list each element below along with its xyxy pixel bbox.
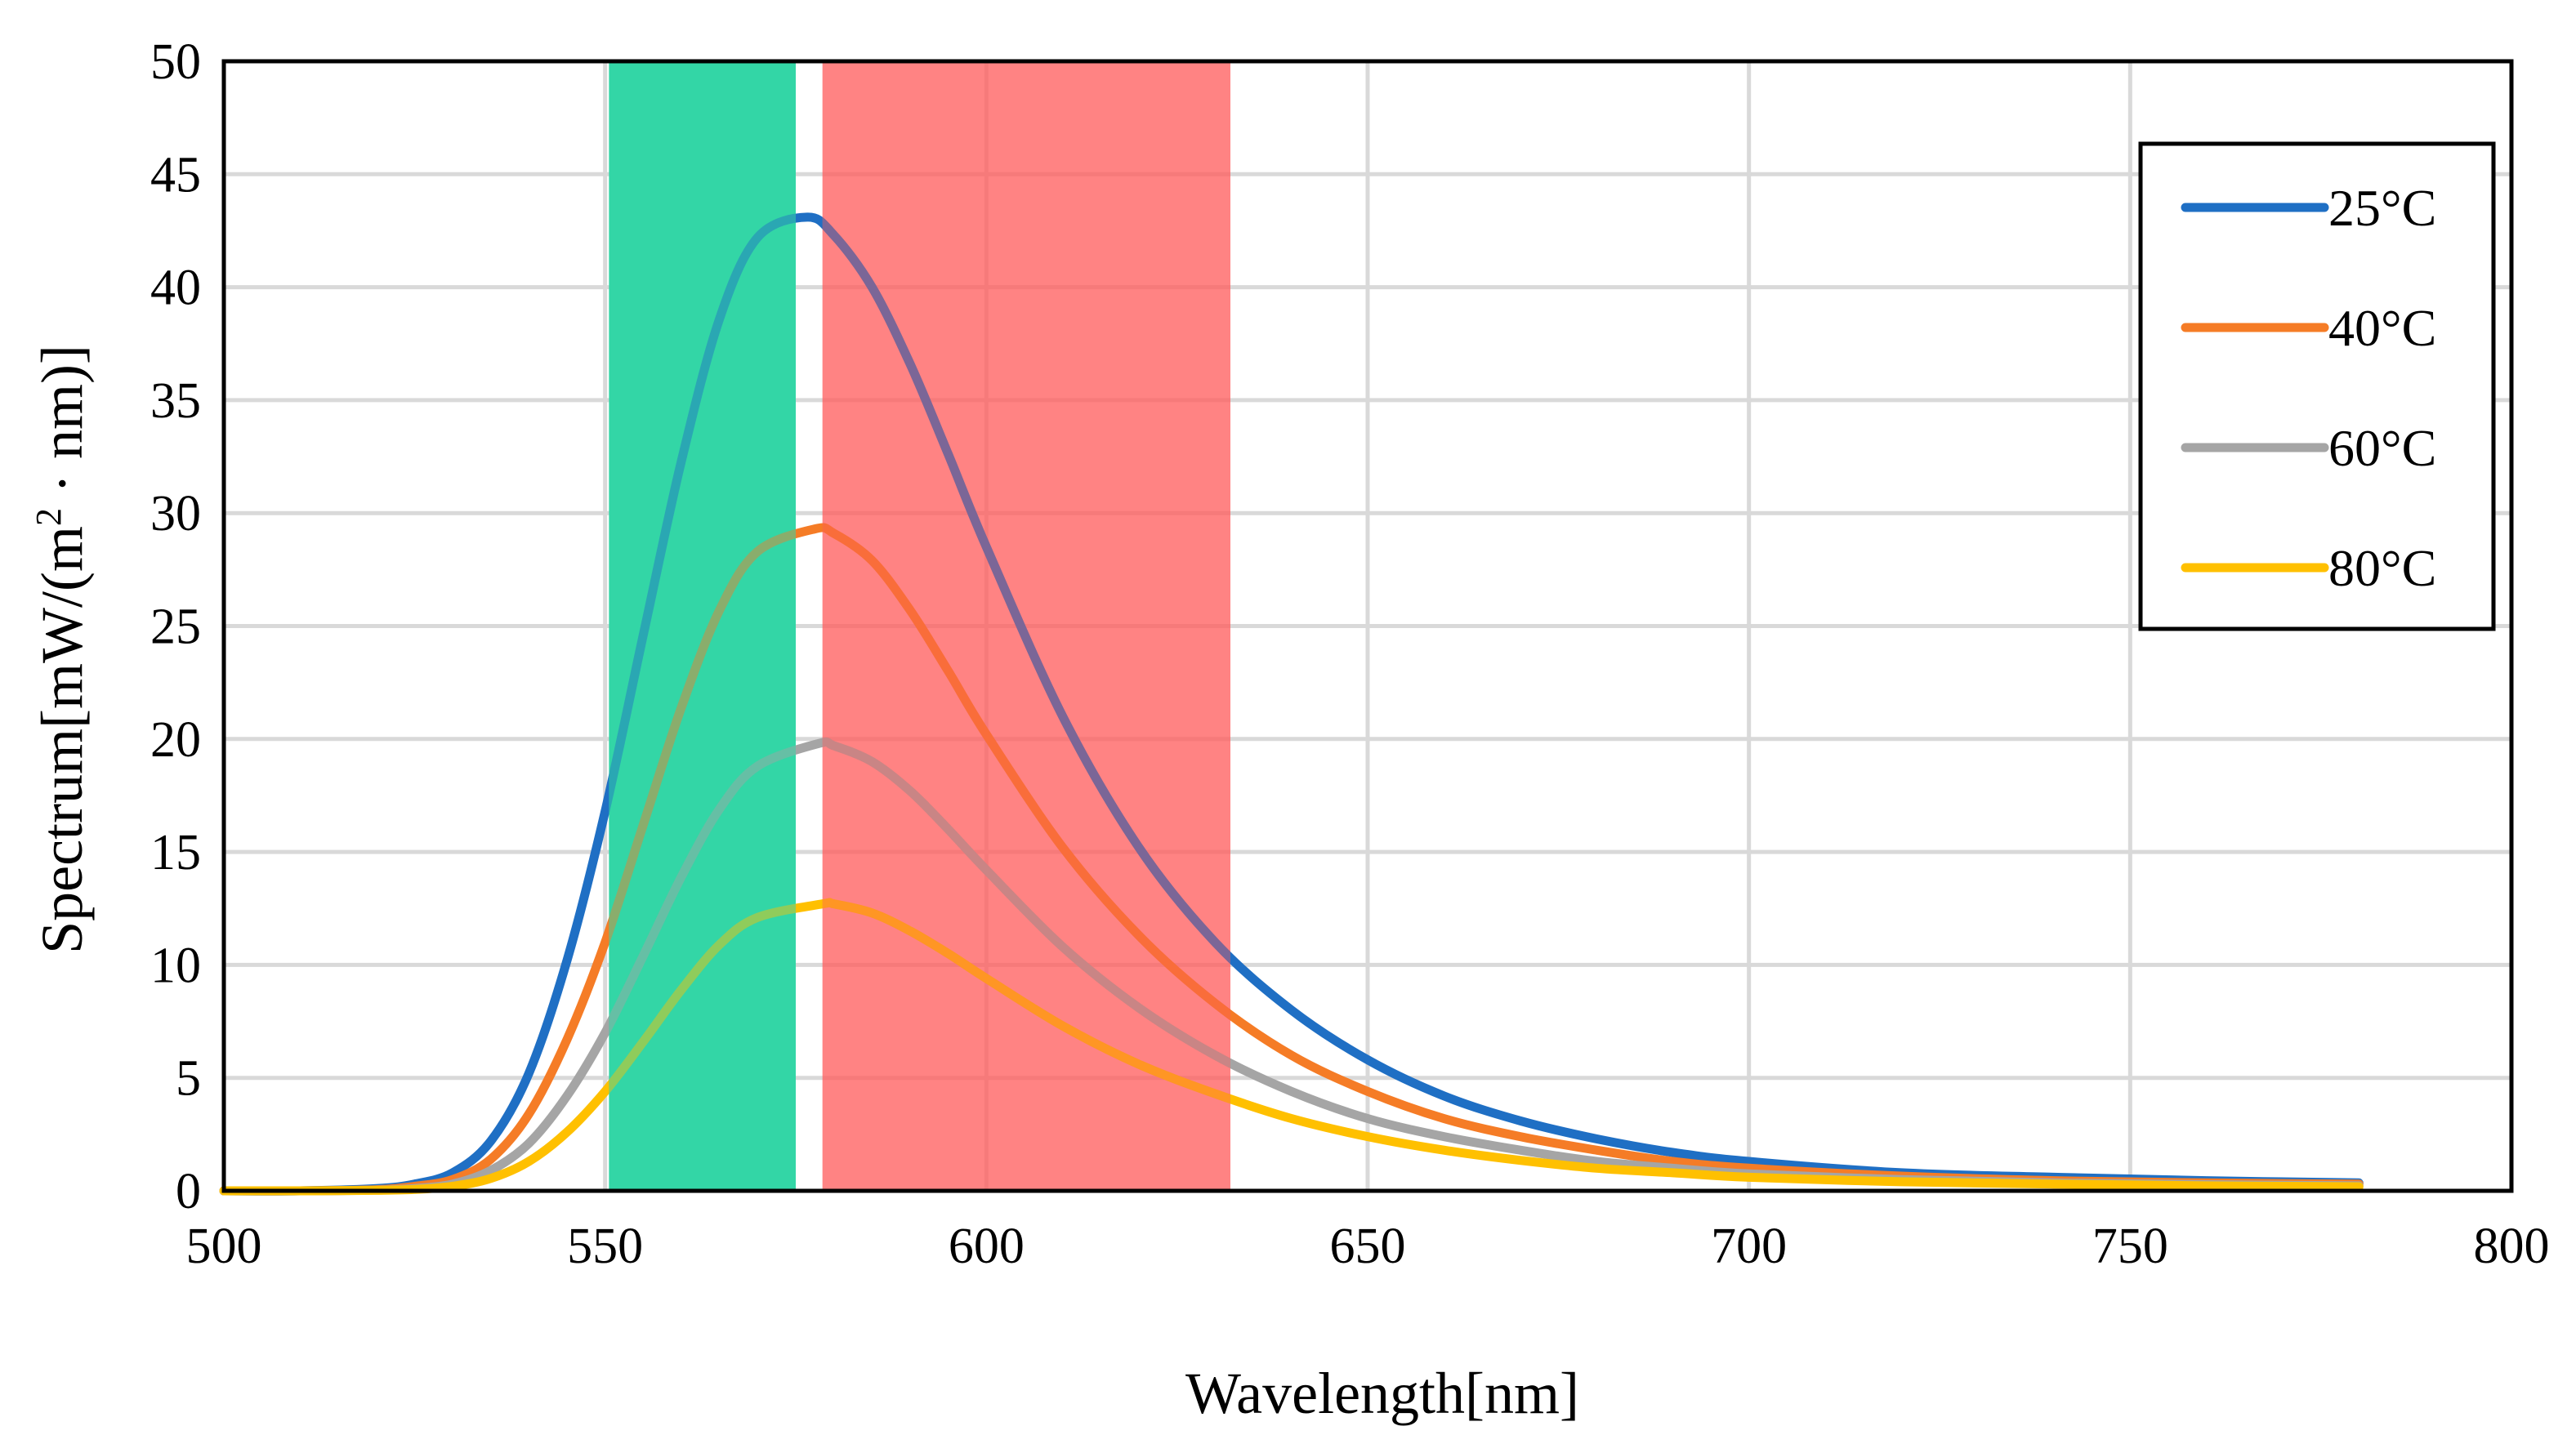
red-band: [822, 61, 1230, 1191]
series-line-tint-1: [609, 212, 1231, 1191]
x-tick-label: 800: [2474, 1219, 2550, 1274]
y-tick-label: 50: [150, 34, 201, 90]
y-tick-label: 10: [150, 938, 201, 993]
y-axis-title-sup: 2: [29, 508, 69, 526]
legend-box: [2138, 141, 2496, 631]
y-tick-label: 45: [150, 147, 201, 203]
plot-border: [221, 59, 2514, 1193]
green-band: [609, 61, 796, 1191]
legend: 25°C 40°C 60°C 80°C: [2138, 141, 2496, 631]
y-tick-label: 5: [176, 1051, 201, 1107]
x-tick-label: 650: [1330, 1219, 1406, 1274]
x-axis-title: Wavelength[nm]: [1185, 1361, 1579, 1426]
series-line-4: [219, 898, 2364, 1196]
y-tick-label: 35: [150, 373, 201, 429]
x-tick-label: 700: [1711, 1219, 1787, 1274]
legend-label-2: 40°C: [2328, 299, 2436, 357]
series-line-tint-2: [609, 523, 1231, 1191]
legend-label-4: 80°C: [2328, 539, 2436, 597]
legend-label-1: 25°C: [2328, 179, 2436, 237]
series-line-tint-4: [609, 898, 1231, 1191]
x-tick-label: 500: [186, 1219, 262, 1274]
y-axis-title-suffix: · nm)]: [29, 345, 95, 508]
series-line-1: [219, 212, 2364, 1196]
y-axis-title: Spectrum[mW/(m2 · nm)]: [29, 345, 95, 954]
y-axis-title-prefix: Spectrum[mW/(m: [29, 526, 95, 954]
y-tick-label: 25: [150, 599, 201, 655]
legend-label-3: 60°C: [2328, 419, 2436, 477]
y-tick-label: 15: [150, 825, 201, 880]
series-line-tint-3: [609, 737, 1231, 1191]
y-tick-label: 40: [150, 261, 201, 316]
x-tick-label: 750: [2092, 1219, 2168, 1274]
plot-area: 0 5 10 15 20 25 30 35 40 45 50 500 550 600 650 700 750 80…: [150, 34, 2550, 1274]
y-tick-label: 30: [150, 486, 201, 542]
x-tick-label: 600: [949, 1219, 1025, 1274]
y-tick-label: 0: [176, 1164, 201, 1219]
x-tick-label: 550: [567, 1219, 643, 1274]
y-tick-label: 20: [150, 712, 201, 768]
